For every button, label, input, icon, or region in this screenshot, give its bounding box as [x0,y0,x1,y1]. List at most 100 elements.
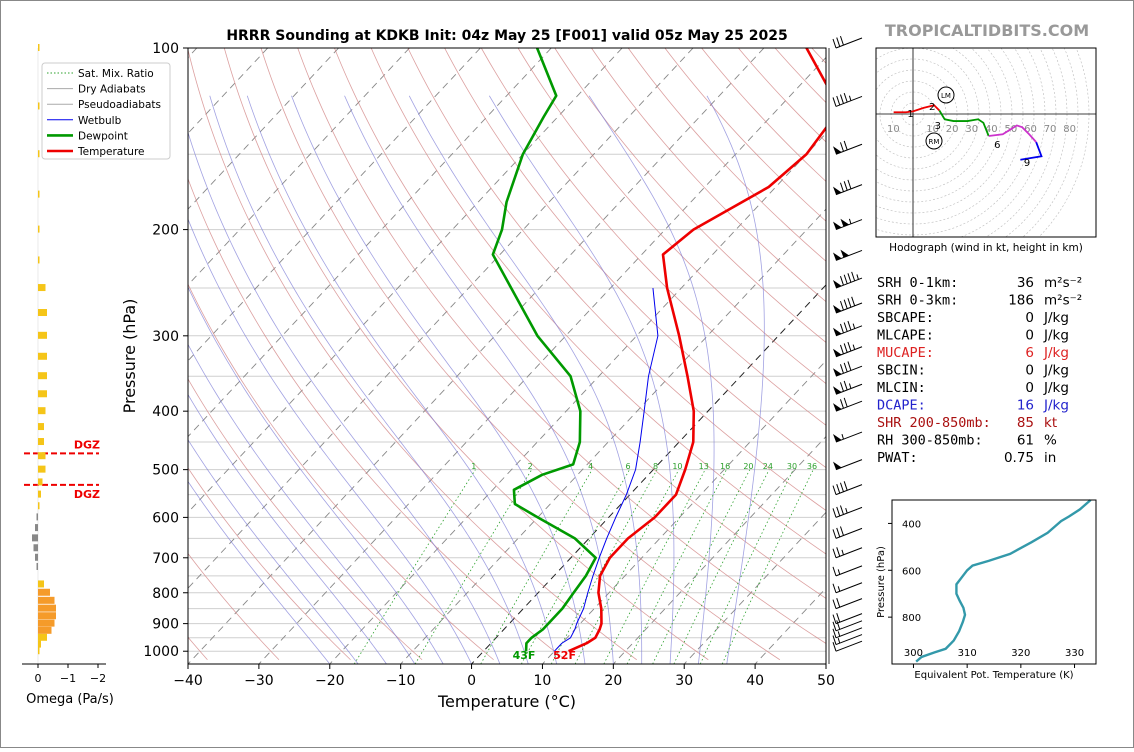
omega-panel: 0 −1 −2 Omega (Pa/s) [22,44,114,707]
pseudoadiabat-line [209,95,529,664]
mixing-ratio-label: 24 [763,462,773,471]
wind-barb-full [843,380,848,391]
dry-adiabat-line [554,48,826,343]
omega-bar [38,490,41,498]
wind-barb [832,505,863,518]
mixing-ratio-label: 20 [743,462,753,471]
wind-barb [833,380,863,395]
y-tick-label: 800 [152,586,179,602]
y-tick-label: 300 [152,329,179,345]
wind-barb-full [847,298,852,308]
index-unit: J/kg [1043,345,1069,361]
x-tick-label: 0 [467,673,476,689]
dry-adiabat-line [188,283,494,661]
wind-barb-staff [835,277,863,289]
x-tick-label: −30 [244,673,274,689]
omega-bar [38,502,40,510]
wind-barb-flag [833,461,842,470]
omega-bar [33,544,38,552]
legend-label: Dewpoint [78,130,128,142]
legend-label: Wetbulb [78,115,122,127]
wind-barb-staff [835,484,863,496]
wind-barb-flag [833,186,842,195]
dry-adiabat-line [223,48,709,661]
index-label: MLCAPE: [877,328,934,344]
wind-barb-flag [840,249,850,258]
legend-label: Sat. Mix. Ratio [78,68,154,80]
wind-barb-half [837,586,841,592]
wind-barb-full [843,140,848,151]
hodograph-height-label: 1 [907,109,913,120]
mixing-ratio-line [673,469,770,664]
index-label: SHR 200-850mb: [877,415,991,431]
x-axis-label: Temperature (°C) [437,692,576,711]
wind-barb [833,218,863,231]
wind-barb-full [843,362,848,373]
index-value: 0 [1025,363,1034,379]
wind-barb [833,397,863,412]
y-tick-label: 600 [152,510,179,526]
wind-barb-full [832,614,837,624]
dry-adiabat-line [334,48,826,599]
index-value: 0 [1025,310,1034,326]
y-tick-label: 100 [152,41,179,57]
index-row: PWAT: 0.75 in [877,450,1056,466]
y-axis-label: Pressure (hPa) [120,299,139,414]
wind-barb-half [856,274,859,280]
pseudoadiabat-line [488,95,675,664]
wind-barb-half [837,638,841,644]
index-unit: m²s⁻² [1044,293,1082,309]
wind-barb-full [836,37,841,47]
dgz-label-top: DGZ [74,438,100,451]
theta-e-x-axis-label: Equivalent Pot. Temperature (K) [914,670,1073,681]
wind-barb-full [851,271,856,282]
wind-barb-full [839,323,844,334]
omega-bar [32,534,38,542]
pseudoadiabat-line [188,439,359,664]
wind-barb-full [832,599,837,609]
index-value: 85 [1017,415,1034,431]
legend-label: Temperature [77,146,145,158]
hodograph-trace [893,104,941,114]
omega-bar [36,513,38,521]
wind-barb [832,627,863,639]
wind-barb-full [836,527,841,538]
storm-motion-lm-marker [937,86,955,104]
y-tick-label: 500 [152,463,179,479]
x-tick-label: −20 [315,673,345,689]
wind-barb-half [852,323,856,329]
wind-barb-half [848,95,852,101]
wind-barb-flag [833,434,842,443]
wind-barb-staff [835,598,863,610]
x-tick-label: −10 [386,673,416,689]
theta-e-panel: 400 600 800 300 310 320 330 Equivalent Pot. Tem… [876,499,1097,681]
hodograph-ring-label: 40 [985,124,998,135]
omega-bar [38,256,40,264]
wind-barb-full [843,322,848,332]
index-label: DCAPE: [877,398,926,414]
hodograph-height-label: 2 [929,102,935,113]
wind-barb-full [832,635,837,645]
pseudoadiabat-line [188,480,331,664]
wind-barb [832,634,863,646]
wind-barb-full [839,399,844,409]
x-tick-label: 50 [817,673,835,689]
dewpoint-profile [491,48,597,652]
wind-barb [832,620,863,632]
pseudoadiabat-line [588,95,715,664]
wind-barb-staff [835,627,863,639]
omega-bar [38,588,50,596]
index-value: 0 [1025,380,1034,396]
dry-adiabat-line [444,48,826,469]
wind-barb-full [843,274,848,284]
wind-barb [833,431,863,443]
wind-barb-full [839,276,844,286]
index-row: SRH 0-1km: 36 m²s⁻² [877,275,1082,291]
hodograph-ring-label: 70 [1044,124,1057,135]
wind-barb-staff [835,95,863,107]
index-value: 61 [1017,433,1034,449]
hodograph-ring-label: 60 [1024,124,1037,135]
dry-adiabat-line [188,177,566,661]
